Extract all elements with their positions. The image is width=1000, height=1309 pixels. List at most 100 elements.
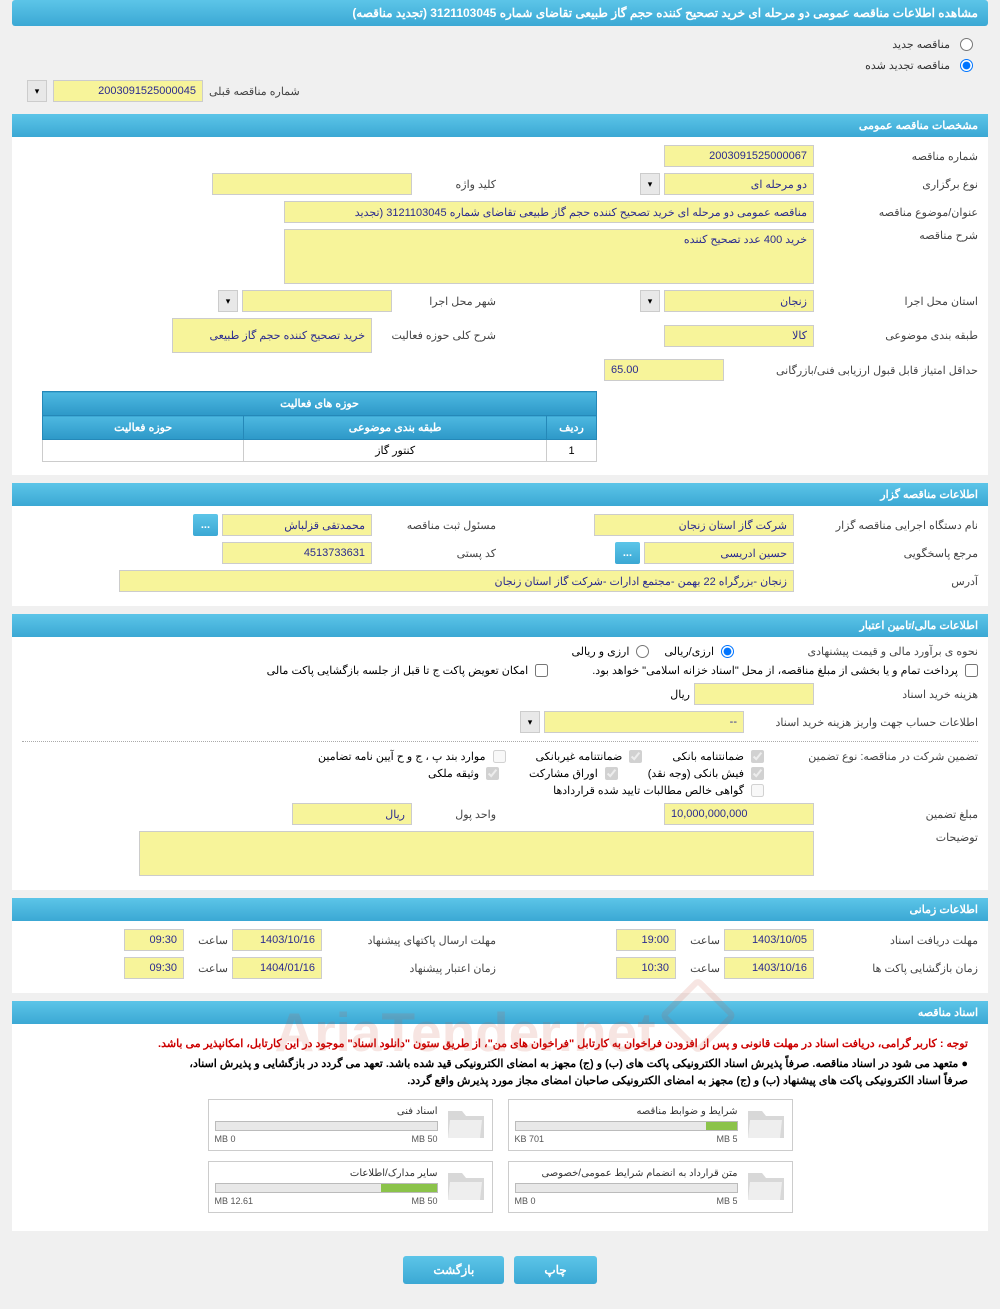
time-label-2: ساعت xyxy=(188,934,228,947)
back-button[interactable]: بازگشت xyxy=(403,1256,504,1284)
progress-bar xyxy=(215,1121,438,1131)
account-dropdown[interactable]: ▾ xyxy=(520,711,540,733)
org-field: شرکت گاز استان زنجان xyxy=(594,514,794,536)
min-score-field: 65.00 xyxy=(604,359,724,381)
section-documents: اسناد مناقصه xyxy=(12,1001,988,1024)
doc-fee-field[interactable] xyxy=(694,683,814,705)
cb-bylaw-label: موارد بند پ ، ج و ح آیین نامه تضامین xyxy=(318,750,485,763)
cell-category: کنتور گاز xyxy=(244,440,547,462)
radio-renewed-tender[interactable] xyxy=(960,59,973,72)
radio-fx-and-rial[interactable] xyxy=(636,645,649,658)
responder-field: حسین ادریسی xyxy=(644,542,794,564)
note-black-1: ● متعهد می شود در اسناد مناقصه. صرفاً پذ… xyxy=(22,1055,978,1072)
estimate-label: نحوه ی برآورد مالی و قیمت پیشنهادی xyxy=(758,645,978,658)
table-row: 1 کنتور گاز xyxy=(43,440,597,462)
col-row: ردیف xyxy=(547,416,597,440)
subject-field: مناقصه عمومی دو مرحله ای خرید تصحیح کنند… xyxy=(284,201,814,223)
cb-receipt xyxy=(751,767,764,780)
activity-desc-label: شرح کلی حوزه فعالیت xyxy=(376,329,496,342)
section-financial: اطلاعات مالی/تامین اعتبار xyxy=(12,614,988,637)
prev-tender-label: شماره مناقصه قبلی xyxy=(209,85,300,98)
doc-box-conditions[interactable]: شرایط و ضوابط مناقصه 5 MB 701 KB xyxy=(508,1099,793,1151)
notes-label: توضیحات xyxy=(818,831,978,844)
cb-nonbank-label: ضمانتنامه غیربانکی xyxy=(536,750,623,763)
province-dropdown[interactable]: ▾ xyxy=(640,290,660,312)
col-category: طبقه بندی موضوعی xyxy=(244,416,547,440)
doc-total: 5 MB xyxy=(716,1196,737,1206)
doc-used: 0 MB xyxy=(515,1196,536,1206)
activity-desc-field: خرید تصحیح کننده حجم گاز طبیعی xyxy=(172,318,372,353)
cb-property xyxy=(486,767,499,780)
city-dropdown[interactable]: ▾ xyxy=(218,290,238,312)
desc-field: خرید 400 عدد تصحیح کننده xyxy=(284,229,814,284)
doc-box-contract[interactable]: متن قرارداد به انضمام شرایط عمومی/خصوصی … xyxy=(508,1161,793,1213)
section-holder: اطلاعات مناقصه گزار xyxy=(12,483,988,506)
prev-tender-dropdown[interactable]: ▾ xyxy=(27,80,47,102)
type-field: دو مرحله ای xyxy=(664,173,814,195)
responder-label: مرجع پاسخگویی xyxy=(798,547,978,560)
doc-used: 0 MB xyxy=(215,1134,236,1144)
province-field: زنجان xyxy=(664,290,814,312)
radio-new-tender-label: مناقصه جدید xyxy=(892,38,950,51)
notes-field[interactable] xyxy=(139,831,814,876)
responder-details-button[interactable]: ... xyxy=(615,542,640,564)
checkbox-swap[interactable] xyxy=(535,664,548,677)
doc-total: 50 MB xyxy=(411,1134,437,1144)
doc-total: 5 MB xyxy=(716,1134,737,1144)
send-deadline-time: 09:30 xyxy=(124,929,184,951)
treasury-note: پرداخت تمام و یا بخشی از مبلغ مناقصه، از… xyxy=(592,664,958,677)
validity-date: 1404/01/16 xyxy=(232,957,322,979)
keyword-field[interactable] xyxy=(212,173,412,195)
progress-bar xyxy=(515,1183,738,1193)
city-field xyxy=(242,290,392,312)
col-field: حوزه فعالیت xyxy=(43,416,244,440)
cell-row: 1 xyxy=(547,440,597,462)
org-label: نام دستگاه اجرایی مناقصه گزار xyxy=(798,519,978,532)
open-date: 1403/10/16 xyxy=(724,957,814,979)
open-time: 10:30 xyxy=(616,957,676,979)
cb-bank-guarantee xyxy=(751,750,764,763)
receive-deadline-date: 1403/10/05 xyxy=(724,929,814,951)
doc-title: اسناد فنی xyxy=(215,1106,438,1117)
account-info-label: اطلاعات حساب جهت واریز هزینه خرید اسناد xyxy=(748,716,978,729)
tender-no-field: 2003091525000067 xyxy=(664,145,814,167)
print-button[interactable]: چاپ xyxy=(514,1256,596,1284)
province-label: استان محل اجرا xyxy=(818,295,978,308)
receive-deadline-time: 19:00 xyxy=(616,929,676,951)
checkbox-treasury[interactable] xyxy=(965,664,978,677)
cb-bonds-label: اوراق مشارکت xyxy=(529,767,598,780)
validity-label: زمان اعتبار پیشنهاد xyxy=(326,962,496,975)
doc-used: 701 KB xyxy=(515,1134,545,1144)
postal-label: کد پستی xyxy=(376,547,496,560)
doc-box-other[interactable]: سایر مدارک/اطلاعات 50 MB12.61 MB xyxy=(208,1161,493,1213)
section-timing: اطلاعات زمانی xyxy=(12,898,988,921)
doc-used: 12.61 MB xyxy=(215,1196,254,1206)
postal-field: 4513733631 xyxy=(222,542,372,564)
doc-box-technical[interactable]: اسناد فنی 50 MB 0 MB xyxy=(208,1099,493,1151)
receive-deadline-label: مهلت دریافت اسناد xyxy=(818,934,978,947)
radio-new-tender[interactable] xyxy=(960,38,973,51)
desc-label: شرح مناقصه xyxy=(818,229,978,242)
doc-title: شرایط و ضوابط مناقصه xyxy=(515,1106,738,1117)
min-score-label: حداقل امتیاز قابل قبول ارزیابی فنی/بازرگ… xyxy=(728,364,978,377)
prev-tender-value: 2003091525000045 xyxy=(53,80,203,102)
radio-fx-rial-label: ارزی/ریالی xyxy=(664,645,714,658)
registrar-field: محمدتقی قزلباش xyxy=(222,514,372,536)
validity-time: 09:30 xyxy=(124,957,184,979)
note-black-2: صرفاً اسناد الکترونیکی پاکت های پیشنهاد … xyxy=(22,1072,978,1089)
type-dropdown[interactable]: ▾ xyxy=(640,173,660,195)
cb-property-label: وثیقه ملکی xyxy=(428,767,479,780)
cb-bonds xyxy=(605,767,618,780)
activity-table: حوزه های فعالیت ردیف طبقه بندی موضوعی حو… xyxy=(42,391,597,462)
swap-note: امکان تعویض پاکت ج تا قبل از جلسه بازگشا… xyxy=(267,664,529,677)
registrar-details-button[interactable]: ... xyxy=(193,514,218,536)
cb-nonbank xyxy=(629,750,642,763)
radio-fx-rial[interactable] xyxy=(721,645,734,658)
note-red: توجه : کاربر گرامی، دریافت اسناد در مهلت… xyxy=(22,1032,978,1055)
time-label-3: ساعت xyxy=(680,962,720,975)
page-title: مشاهده اطلاعات مناقصه عمومی دو مرحله ای … xyxy=(12,0,988,26)
address-field: زنجان -بزرگراه 22 بهمن -مجتمع ادارات -شر… xyxy=(119,570,794,592)
doc-total: 50 MB xyxy=(411,1196,437,1206)
doc-title: متن قرارداد به انضمام شرایط عمومی/خصوصی xyxy=(515,1168,738,1179)
category-label: طبقه بندی موضوعی xyxy=(818,329,978,342)
